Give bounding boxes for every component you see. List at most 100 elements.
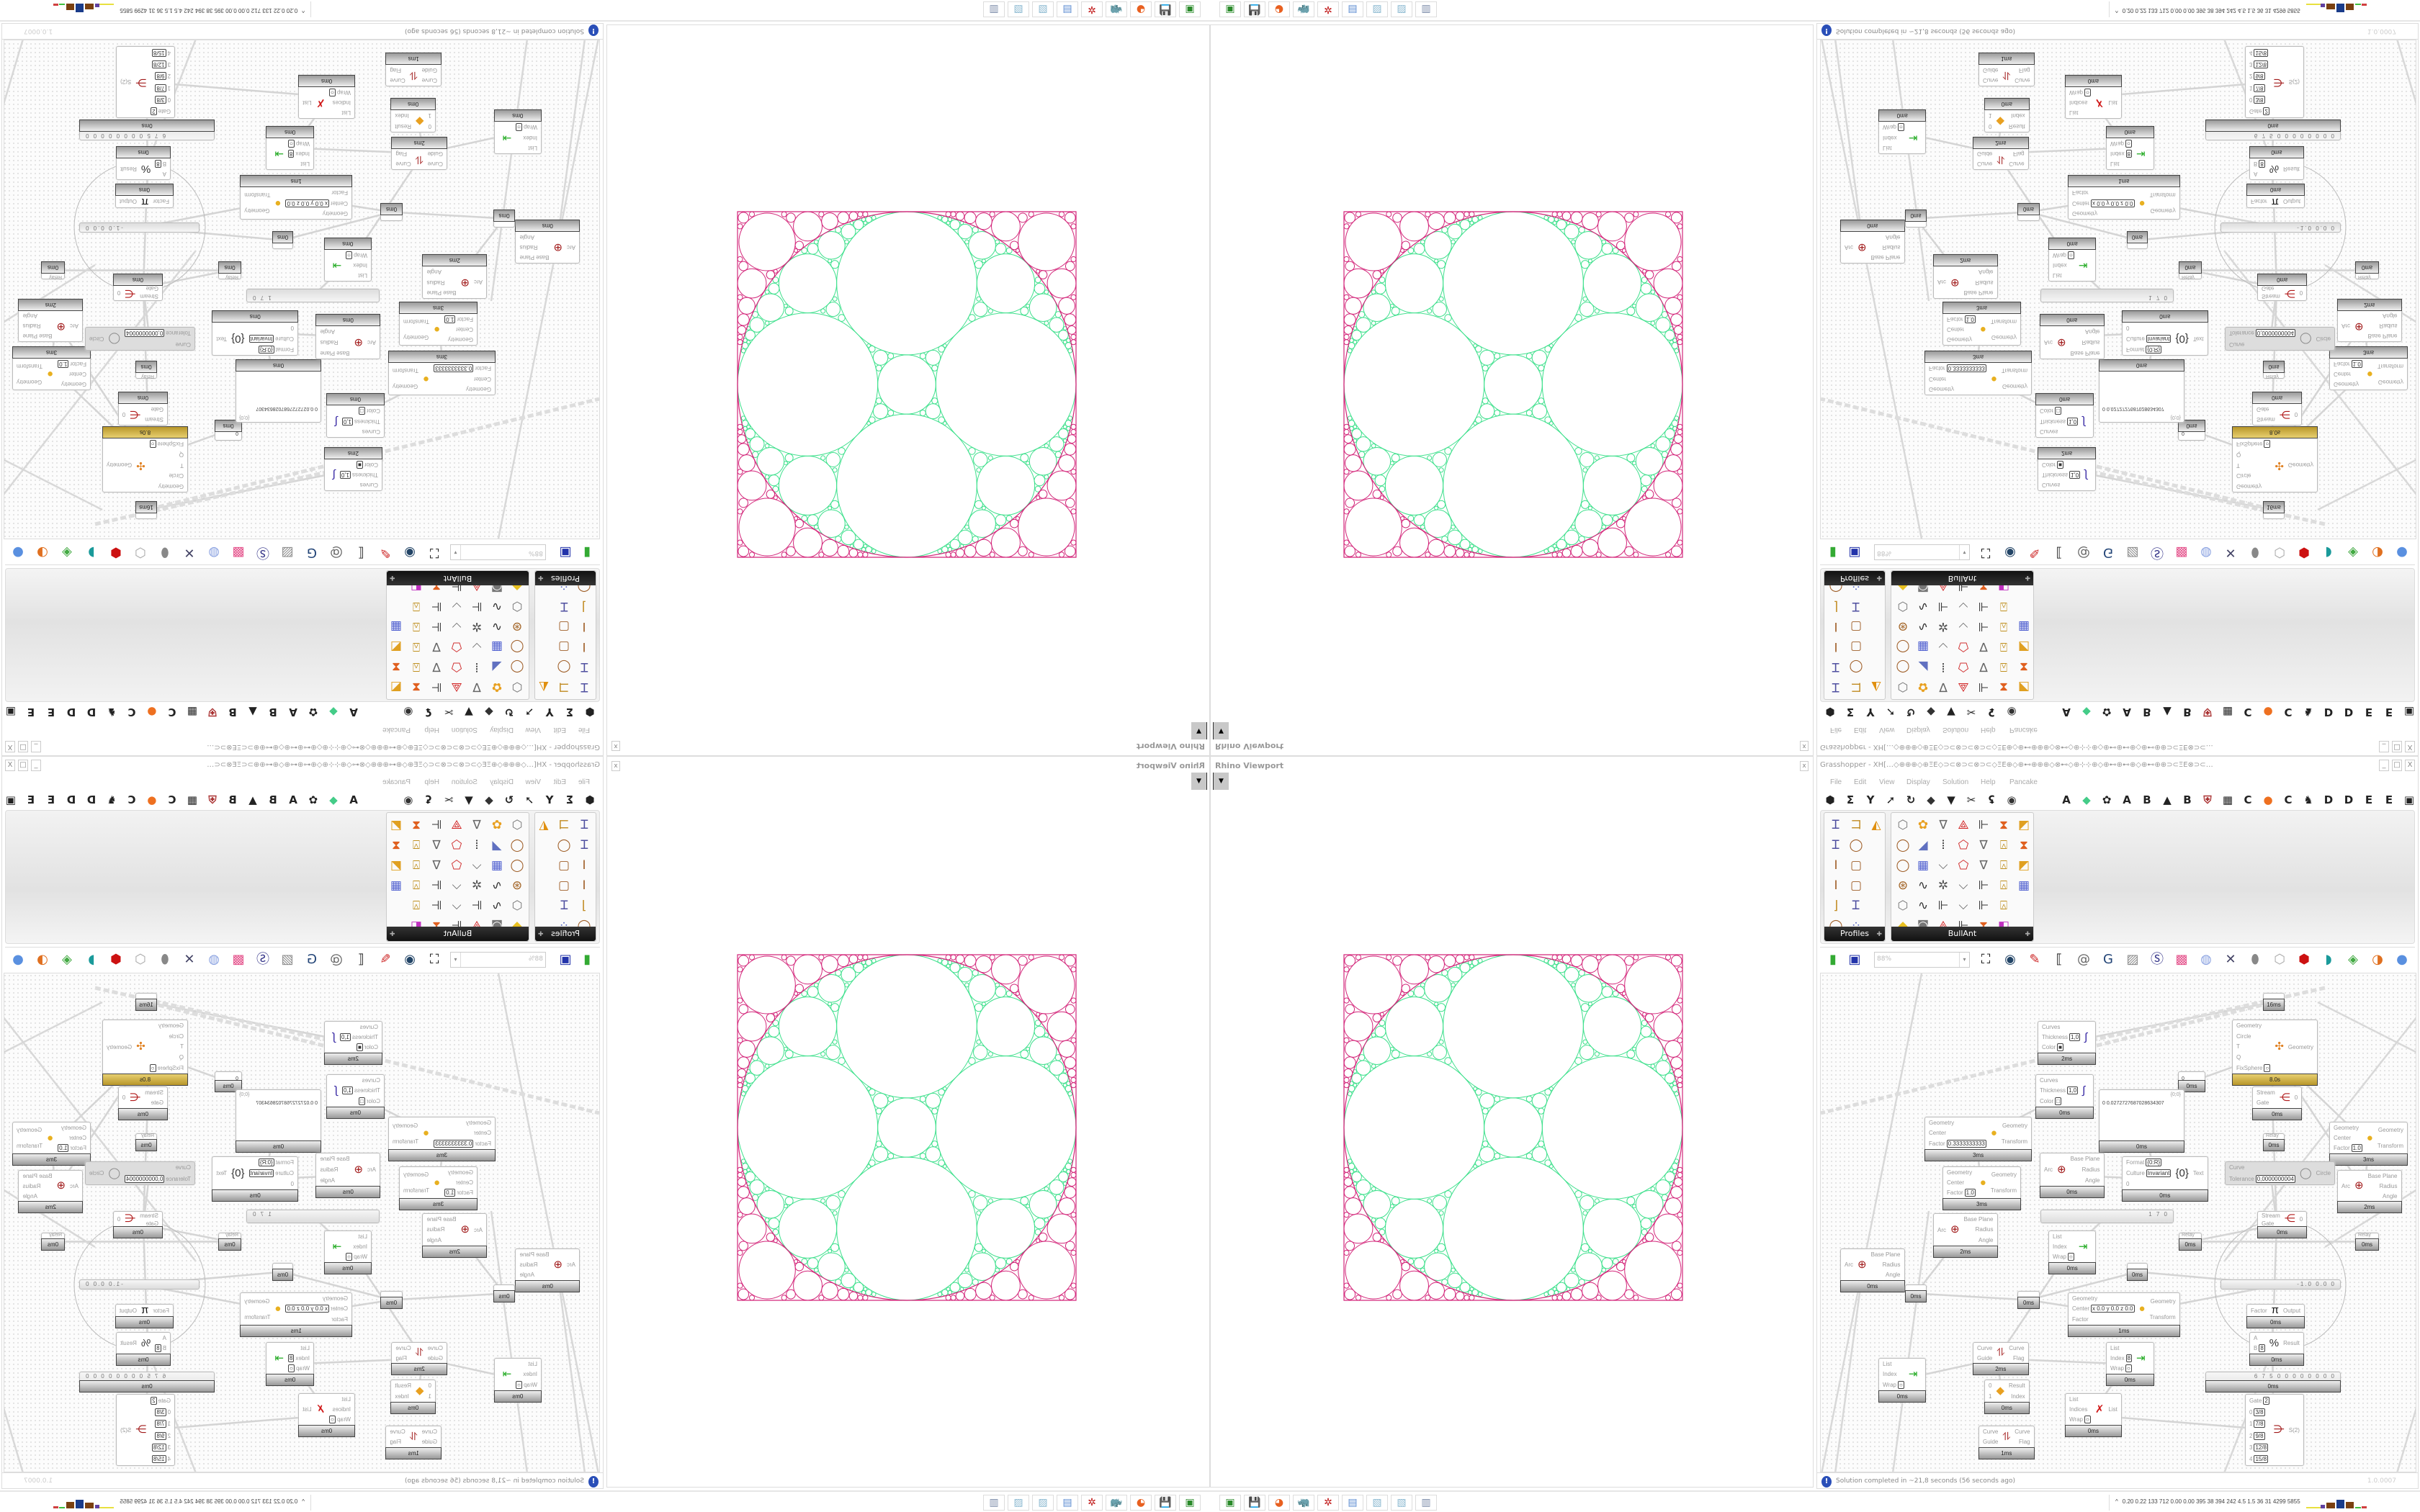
input-param[interactable]: Wrap○ (346, 251, 367, 259)
input-param[interactable]: 0 (429, 1382, 431, 1390)
param-value[interactable]: 3/8 (2254, 1408, 2265, 1416)
node-relay[interactable]: Relay 0ms (41, 1233, 65, 1251)
sketch-icon[interactable]: ✎ (2029, 952, 2040, 967)
star-node-icon[interactable]: ✲ (1937, 619, 1949, 634)
node-deconstruct-arc-icon[interactable]: Arc ⊕ Base Plane Radius Angle 0ms (315, 314, 380, 359)
tab-d-icon[interactable]: D (86, 793, 97, 806)
ring-profile-icon[interactable]: ◯ (557, 660, 571, 674)
param-value[interactable]: 8 (2259, 1344, 2265, 1353)
package-icon[interactable]: ▩ (232, 545, 245, 560)
hexagon-icon[interactable]: ⬢ (1825, 706, 1835, 719)
green-surface-icon[interactable]: ◈ (2348, 952, 2358, 967)
graph-icon[interactable]: ◩ (390, 680, 403, 694)
wire[interactable] (1821, 40, 1923, 539)
input-param[interactable]: Geometry (2334, 380, 2362, 388)
tray-expand-icon[interactable]: ^ (2115, 7, 2118, 14)
param-value[interactable]: ○ (516, 122, 523, 131)
input-param[interactable]: Curve (125, 1164, 191, 1171)
output-param[interactable]: List (2108, 1406, 2118, 1413)
package-icon[interactable]: ▩ (2175, 952, 2188, 967)
polyline-icon[interactable]: ⌵ (1958, 599, 1968, 613)
title-bar[interactable]: Grasshopper - XH[…◇⊕⊕⊕◇⊕ΞΕ◇⊃⊂⊗⊃⊂⊗⊃⊂◇ΞΕ⊕◇… (2, 737, 603, 755)
angle-profile-icon[interactable]: ⌋ (1833, 599, 1839, 613)
output-param[interactable]: Radius (22, 323, 41, 330)
i-beam-profile-icon[interactable]: Ꮖ (580, 818, 588, 832)
input-param[interactable]: Circle (2236, 472, 2270, 480)
polyline-icon[interactable]: ⌵ (472, 639, 482, 654)
param-value[interactable]: 0,0000000004 (125, 329, 165, 338)
param-value[interactable]: {0:R} (2146, 346, 2162, 354)
param-value[interactable]: 1,0 (2069, 471, 2081, 480)
orange-sphere-icon[interactable]: ◑ (37, 952, 48, 967)
grid-icon[interactable]: ▦ (2222, 793, 2233, 806)
node-slider[interactable]: 6 7 5 0 0 0 0 0 0 0 0 0ms (2205, 1372, 2341, 1392)
input-param[interactable]: Factor1.0 (58, 1144, 86, 1153)
node-relay[interactable]: 0ms (272, 231, 293, 249)
node-deconstruct-arc-icon[interactable]: Arc ⊕ Base Plane Radius Angle 2ms (2337, 299, 2402, 342)
input-param[interactable]: List (1883, 144, 1904, 152)
lock-icon[interactable]: ⍓ (412, 639, 421, 654)
input-param[interactable]: List (329, 1395, 351, 1403)
input-param[interactable]: Curves (2040, 428, 2078, 436)
output-param[interactable]: Radius (1882, 244, 1901, 251)
new-file-icon[interactable]: ▮ (583, 545, 591, 560)
tab-e-icon[interactable]: E (2365, 706, 2373, 719)
node-relay[interactable]: 0ms (1905, 1284, 1927, 1302)
c-channel-profile-icon[interactable]: コ (1850, 680, 1863, 694)
notepad-app-icon[interactable]: ▧ (1032, 1, 1054, 17)
param-value[interactable]: 1,0 (339, 1032, 351, 1041)
tab-a-icon[interactable]: A (2062, 793, 2071, 806)
input-param[interactable]: Wrap○ (2069, 88, 2091, 96)
paper-fold-icon[interactable]: ◢ (1918, 838, 1928, 852)
grid-icon[interactable]: ▦ (2222, 706, 2233, 719)
chain-icon[interactable]: ⊩ (1978, 619, 1989, 634)
c-channel-profile-icon[interactable]: コ (1850, 818, 1863, 832)
chevron-down-icon[interactable]: ▾ (451, 545, 461, 559)
info-icon[interactable]: ! (1821, 1476, 1832, 1488)
input-param[interactable]: Factor (153, 198, 169, 206)
param-value[interactable]: 1,0 (2069, 1032, 2081, 1041)
param-value[interactable]: 1.0 (1964, 1189, 1976, 1197)
output-param[interactable]: Base Plane (1963, 1215, 1994, 1223)
output-param[interactable]: Angle (22, 312, 37, 320)
orange-sphere-icon[interactable]: ◑ (37, 545, 48, 560)
node-flip-curve-icon[interactable]: Curve Guide ⥮ Curve Flag 2ms (1973, 1342, 2029, 1375)
lock-icon[interactable]: ⍓ (412, 858, 421, 873)
input-param[interactable]: Factor (2251, 198, 2267, 206)
output-param[interactable]: Text (216, 336, 228, 342)
output-param[interactable]: Result (2009, 123, 2025, 130)
orange-dot-icon[interactable]: ● (147, 706, 157, 719)
rect-section-icon[interactable]: ▢ (1850, 878, 1863, 893)
output-param[interactable]: Radius (426, 1226, 445, 1233)
star-node-icon[interactable]: ✲ (471, 619, 483, 634)
param-value[interactable]: 0,0000000004 (2255, 329, 2295, 338)
param-value[interactable]: ○ (2125, 1364, 2132, 1373)
chain-icon[interactable]: ⊩ (431, 818, 442, 832)
input-param[interactable]: Indices (2069, 99, 2091, 107)
param-value[interactable]: ○ (2125, 139, 2132, 148)
node-deconstruct-arc-icon[interactable]: Arc ⊕ Base Plane Radius Angle 2ms (18, 1170, 83, 1213)
input-param[interactable]: Guide (1983, 66, 1998, 74)
chain-icon[interactable]: ⊩ (1978, 899, 1989, 913)
input-param[interactable]: Curve (428, 1344, 443, 1352)
lock-icon[interactable]: ⍓ (1999, 599, 2008, 613)
output-param[interactable]: Curve (390, 77, 405, 84)
input-param[interactable]: Gate (145, 1099, 163, 1107)
scissors-icon[interactable]: ✂ (444, 793, 454, 806)
viewport-menu-button[interactable]: ▼ (1213, 722, 1229, 739)
save64-app-icon[interactable]: 💾 (1155, 1495, 1176, 1511)
arrow-icon[interactable]: ➚ (524, 793, 534, 806)
input-param[interactable]: Curves (340, 1023, 378, 1031)
lock-icon[interactable]: ⍓ (412, 619, 421, 634)
input-param[interactable]: Geometry (1929, 1119, 1986, 1127)
menu-help[interactable]: Help (424, 726, 439, 734)
preview-eye-icon[interactable]: ◉ (2004, 952, 2016, 967)
output-param[interactable]: Flag (390, 66, 401, 73)
